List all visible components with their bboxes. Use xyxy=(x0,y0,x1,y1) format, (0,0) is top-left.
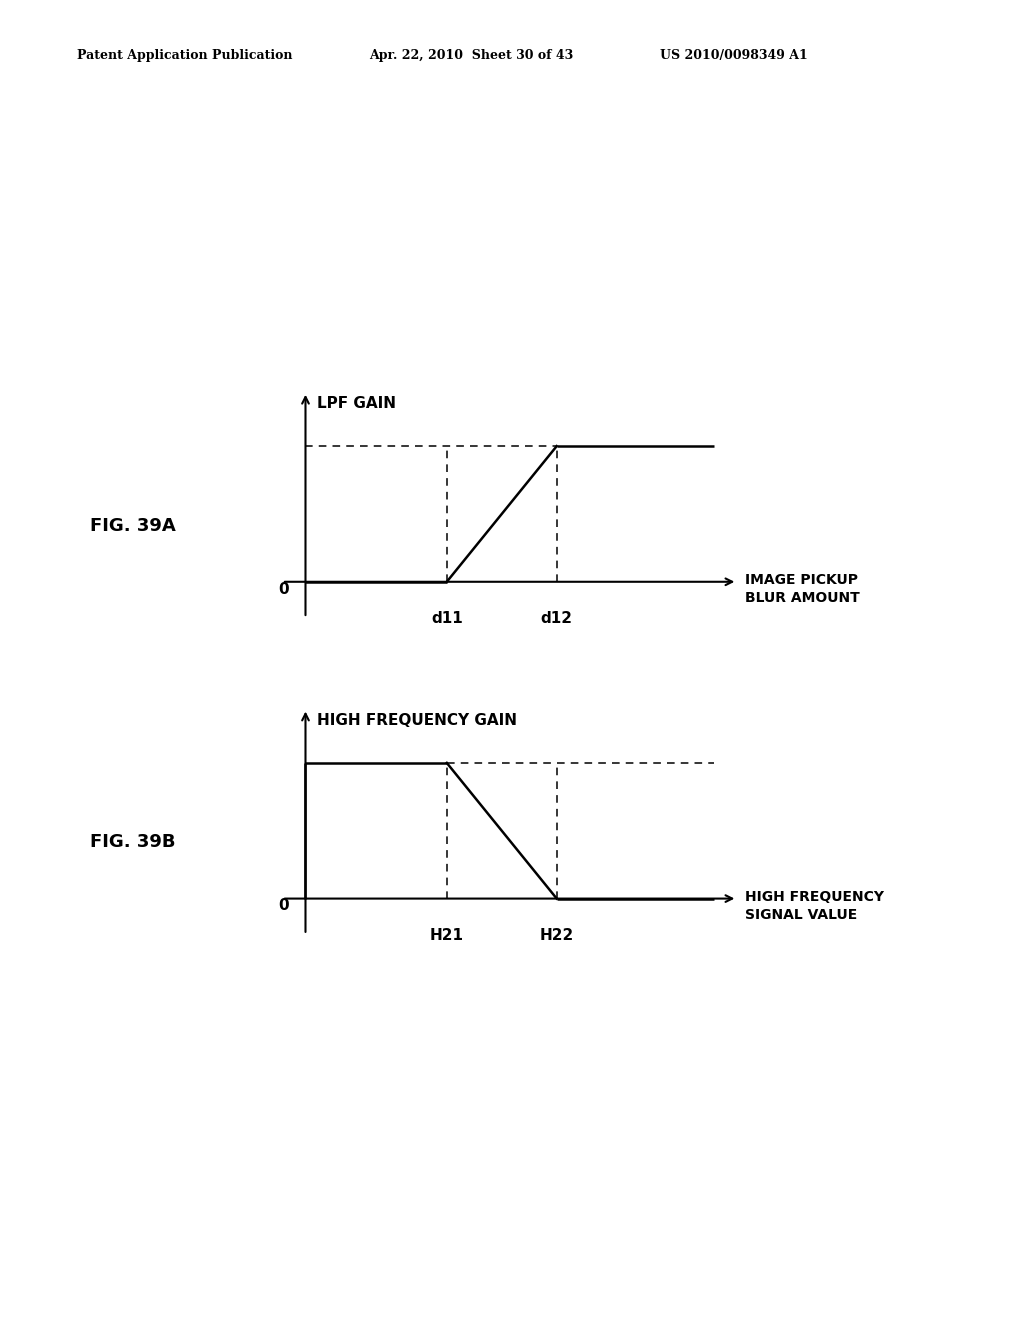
Text: 0: 0 xyxy=(279,582,289,597)
Text: 0: 0 xyxy=(279,899,289,913)
Text: FIG. 39A: FIG. 39A xyxy=(90,516,176,535)
Text: H22: H22 xyxy=(540,928,573,942)
Text: d11: d11 xyxy=(431,611,463,626)
Text: Patent Application Publication: Patent Application Publication xyxy=(77,49,292,62)
Text: FIG. 39B: FIG. 39B xyxy=(90,833,175,851)
Text: IMAGE PICKUP
BLUR AMOUNT: IMAGE PICKUP BLUR AMOUNT xyxy=(745,573,860,605)
Text: US 2010/0098349 A1: US 2010/0098349 A1 xyxy=(660,49,808,62)
Text: d12: d12 xyxy=(541,611,572,626)
Text: LPF GAIN: LPF GAIN xyxy=(317,396,396,412)
Text: H21: H21 xyxy=(430,928,464,942)
Text: HIGH FREQUENCY GAIN: HIGH FREQUENCY GAIN xyxy=(317,713,517,729)
Text: Apr. 22, 2010  Sheet 30 of 43: Apr. 22, 2010 Sheet 30 of 43 xyxy=(369,49,572,62)
Text: HIGH FREQUENCY
SIGNAL VALUE: HIGH FREQUENCY SIGNAL VALUE xyxy=(745,890,884,921)
